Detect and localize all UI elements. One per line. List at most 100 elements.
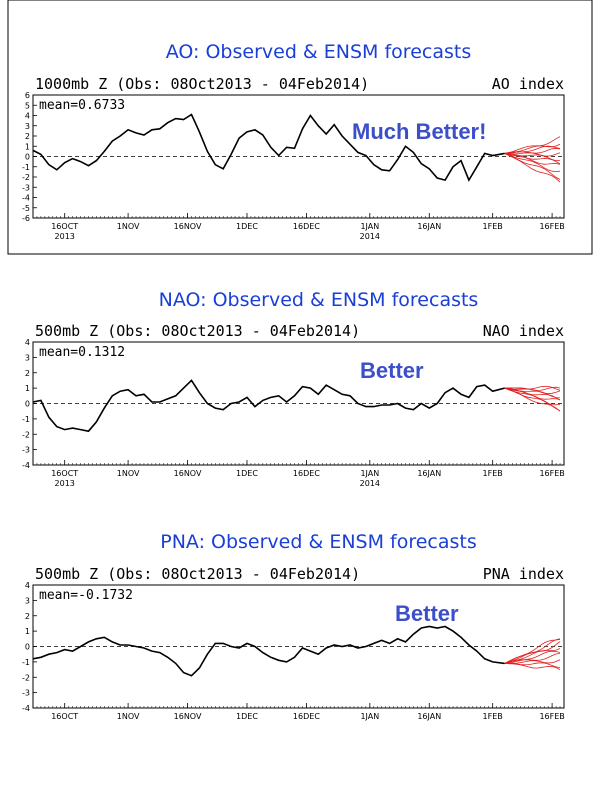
y-tick-label: 4 <box>25 112 30 121</box>
x-tick-label: 1JAN <box>360 469 379 478</box>
y-tick-label: 2 <box>25 132 30 141</box>
x-tick-label: 16OCT <box>51 222 78 231</box>
x-tick-label: 1NOV <box>117 469 140 478</box>
x-tick-label: 16OCT <box>51 712 78 721</box>
y-tick-label: 6 <box>25 91 30 100</box>
y-tick-label: 0 <box>25 400 30 409</box>
y-tick-label: -6 <box>22 214 30 223</box>
ensemble-member-line <box>504 153 561 172</box>
y-tick-label: 2 <box>25 612 30 621</box>
x-tick-label: 16NOV <box>174 712 202 721</box>
x-tick-label: 1FEB <box>483 469 503 478</box>
y-tick-label: 3 <box>25 353 30 362</box>
observed-line <box>32 379 505 433</box>
annotation-label: Better <box>395 601 459 626</box>
x-tick-label: 16JAN <box>417 222 441 231</box>
x-tick-label: 16NOV <box>174 469 202 478</box>
y-tick-label: -1 <box>22 163 30 172</box>
x-tick-year: 2013 <box>55 479 75 488</box>
y-tick-label: 1 <box>25 627 30 636</box>
y-tick-label: 4 <box>25 581 30 590</box>
y-tick-label: -1 <box>22 658 30 667</box>
chart-panel-2: NAO: Observed & ENSM forecasts 500mb Z (O… <box>22 289 565 488</box>
chart-subtitle: 500mb Z (Obs: 08Oct2013 - 04Feb2014) <box>35 565 360 583</box>
y-tick-label: 0 <box>25 153 30 162</box>
ensemble-member-line <box>504 143 561 154</box>
x-tick-label: 16DEC <box>293 712 320 721</box>
y-tick-label: -1 <box>22 415 30 424</box>
x-tick-label: 1FEB <box>483 712 503 721</box>
mean-label: mean=0.1312 <box>39 345 125 360</box>
ensemble-member-line <box>504 659 561 664</box>
y-tick-label: -4 <box>22 704 30 713</box>
ensemble-member-line <box>504 387 561 400</box>
y-tick-label: 0 <box>25 643 30 652</box>
ensemble-member-line <box>504 153 561 180</box>
ensemble-member-line <box>504 385 561 391</box>
ensemble-member-line <box>504 639 561 664</box>
chart-title: NAO: Observed & ENSM forecasts <box>159 289 479 311</box>
x-tick-label: 1FEB <box>483 222 503 231</box>
x-tick-year: 2014 <box>360 479 380 488</box>
ensemble-member-line <box>504 153 561 165</box>
x-tick-label: 16FEB <box>539 712 564 721</box>
x-tick-label: 1DEC <box>236 469 258 478</box>
x-tick-label: 16DEC <box>293 469 320 478</box>
y-tick-label: -4 <box>22 461 30 470</box>
index-label: PNA index <box>483 565 564 583</box>
ensemble-member-line <box>504 147 561 154</box>
chart-panel-3: PNA: Observed & ENSM forecasts 500mb Z (O… <box>22 531 565 721</box>
y-tick-label: -2 <box>22 430 30 439</box>
ensemble-member-line <box>504 387 561 399</box>
observed-line <box>32 625 505 677</box>
y-tick-label: -3 <box>22 689 30 698</box>
x-tick-label: 1DEC <box>236 712 258 721</box>
y-tick-label: 3 <box>25 596 30 605</box>
y-tick-label: -2 <box>22 173 30 182</box>
chart-title: AO: Observed & ENSM forecasts <box>166 41 471 63</box>
y-tick-label: 4 <box>25 338 30 347</box>
observed-line <box>32 113 505 182</box>
x-tick-label: 16OCT <box>51 469 78 478</box>
y-tick-label: -3 <box>22 446 30 455</box>
index-label: NAO index <box>483 322 564 340</box>
chart-title: PNA: Observed & ENSM forecasts <box>160 531 477 553</box>
x-tick-label: 16JAN <box>417 469 441 478</box>
ensemble-member-line <box>504 153 560 161</box>
ensemble-member-line <box>504 648 561 664</box>
x-tick-label: 16NOV <box>174 222 202 231</box>
ensemble-member-line <box>504 653 561 664</box>
panel-border <box>7 0 593 255</box>
annotation-label: Better <box>360 358 424 383</box>
x-tick-label: 16JAN <box>417 712 441 721</box>
x-tick-label: 16FEB <box>539 469 564 478</box>
y-tick-label: 3 <box>25 122 30 131</box>
y-tick-label: 5 <box>25 101 30 110</box>
chart-subtitle: 500mb Z (Obs: 08Oct2013 - 04Feb2014) <box>35 322 360 340</box>
x-tick-label: 16FEB <box>539 222 564 231</box>
y-tick-label: 1 <box>25 384 30 393</box>
x-tick-label: 1JAN <box>360 712 379 721</box>
annotation-label: Much Better! <box>352 119 486 144</box>
mean-label: mean=-0.1732 <box>39 588 133 603</box>
ensemble-member-line <box>504 136 561 154</box>
x-tick-year: 2014 <box>360 232 380 241</box>
chart-panel-1: AO: Observed & ENSM forecasts 1000mb Z (O… <box>7 0 593 255</box>
x-tick-year: 2013 <box>55 232 75 241</box>
x-tick-label: 1NOV <box>117 222 140 231</box>
x-tick-label: 1JAN <box>360 222 379 231</box>
x-tick-label: 1DEC <box>236 222 258 231</box>
y-tick-label: -2 <box>22 673 30 682</box>
ensemble-member-line <box>504 662 561 668</box>
x-tick-label: 16DEC <box>293 222 320 231</box>
y-tick-label: 1 <box>25 142 30 151</box>
x-tick-label: 1NOV <box>117 712 140 721</box>
y-tick-label: -5 <box>22 204 30 213</box>
mean-label: mean=0.6733 <box>39 98 125 113</box>
chart-subtitle: 1000mb Z (Obs: 08Oct2013 - 04Feb2014) <box>35 75 369 93</box>
index-label: AO index <box>492 75 564 93</box>
y-tick-label: -3 <box>22 183 30 192</box>
y-tick-label: -4 <box>22 194 30 203</box>
y-tick-label: 2 <box>25 369 30 378</box>
